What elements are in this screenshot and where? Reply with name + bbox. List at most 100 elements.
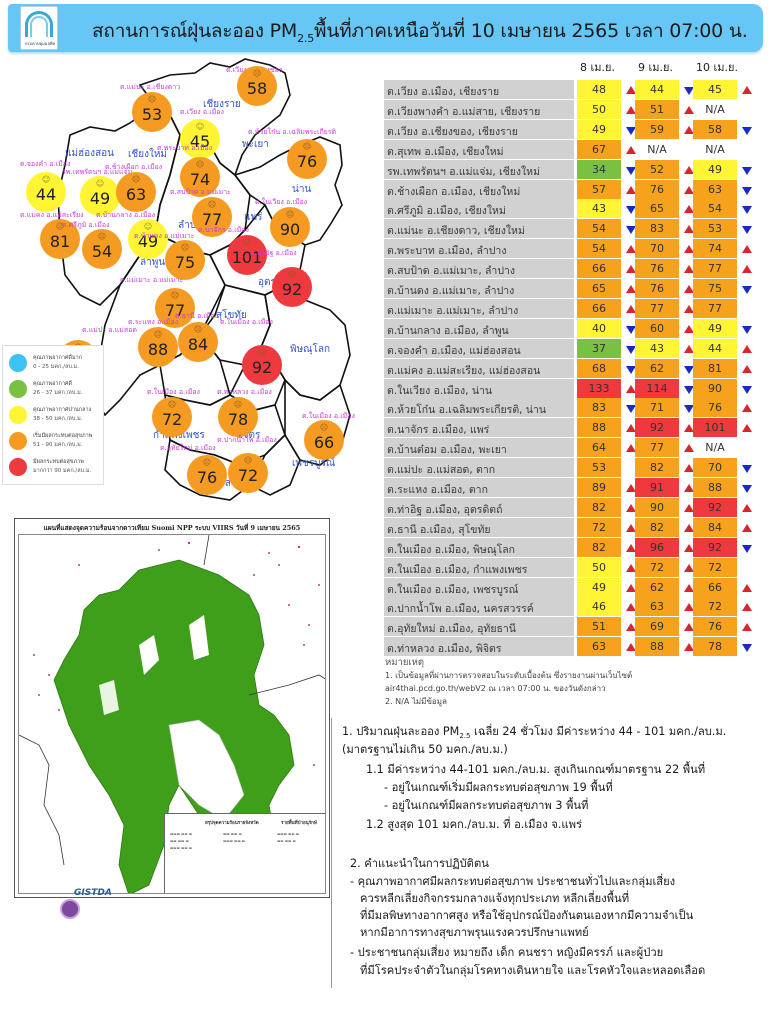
station-label: ต.พระบาท อ.เมือง xyxy=(157,144,213,152)
station-name: ต.สบป้าด อ.แม่เมาะ, ลำปาง xyxy=(384,259,574,279)
station-label: ต.ในเมือง อ.เมือง xyxy=(302,412,355,420)
summary-item-1-2: 1.2 สูงสุด 101 มคก./ลบ.ม. ที่ อ.เมือง จ.… xyxy=(366,818,583,831)
station-label: ต.ธานี อ.เมือง xyxy=(175,312,219,320)
pm25-value-cell: 40 xyxy=(577,318,621,338)
table-row: ต.พระบาท อ.เมือง, ลำปาง 54 70 74 xyxy=(384,239,754,259)
table-row: ต.ในเมือง อ.เมือง, เพชรบูรณ์ 49 62 66 xyxy=(384,577,754,598)
table-row: ต.แม่คง อ.แม่สะเรียง, แม่ฮ่องสอน 68 62 81 xyxy=(384,358,754,379)
legend-range: มากกว่า 90 มคก./ลบ.ม. xyxy=(33,468,92,474)
station-name: ต.ธานี อ.เมือง, สุโขทัย xyxy=(384,517,574,537)
pm25-value-cell: 88 xyxy=(577,418,621,438)
station-name: ต.ในเมือง อ.เมือง, เพชรบูรณ์ xyxy=(384,577,574,597)
trend-up-icon xyxy=(742,86,752,94)
table-row: ต.ห้วยโก๋น อ.เฉลิมพระเกียรติ, น่าน 83 71 76 xyxy=(384,398,754,418)
summary-block: 1. ปริมาณฝุ่นละออง PM2.5 เฉลี่ย 24 ชั่วโ… xyxy=(331,718,766,988)
pm25-value-cell: 63 xyxy=(635,597,679,617)
aqi-bubble: ☹ 78 xyxy=(218,397,258,437)
province-label: พิจิตร xyxy=(236,430,261,441)
station-label: ต.ห้วยโก๋น อ.เฉลิมพระเกียรติ xyxy=(248,128,337,136)
station-name: ต.จองคำ อ.เมือง, แม่ฮ่องสอน xyxy=(384,338,574,358)
trend-up-icon xyxy=(684,344,694,353)
pm25-value-cell: 69 xyxy=(635,617,679,637)
trend-up-icon xyxy=(626,105,636,114)
table-row: ต.จองคำ อ.เมือง, แม่ฮ่องสอน 37 43 44 xyxy=(384,338,754,359)
station-name: ต.เวียงพางคำ อ.แม่สาย, เชียงราย xyxy=(384,99,574,119)
pm25-value-cell: 82 xyxy=(635,517,679,537)
trend-down-icon xyxy=(742,385,752,394)
aqi-bubble: ☹ 76 xyxy=(187,455,227,495)
trend-up-icon xyxy=(684,105,694,114)
pm25-value-cell: 48 xyxy=(577,80,621,99)
forest-cover-map xyxy=(19,535,325,893)
province-label: เพชรบูรณ์ xyxy=(292,458,336,469)
trend-up-icon xyxy=(684,165,694,174)
note-line: 1. เป็นข้อมูลที่ผ่านการตรวจสอบในระดับเบื… xyxy=(385,671,633,680)
pm25-value-cell: 50 xyxy=(577,557,621,577)
legend-range: 26 - 37 มคก./ลบ.ม. xyxy=(33,390,83,396)
trend-up-icon xyxy=(626,444,636,453)
pm25-value-cell: N/A xyxy=(705,441,725,455)
legend-title: คุณภาพอากาศดีมาก xyxy=(33,355,83,361)
note-line: air4thai.pcd.go.th/webV2 ณ เวลา 07:00 น.… xyxy=(385,684,606,693)
aqi-bubble: ☹ 92 xyxy=(242,345,282,385)
pm25-value-cell: 76 xyxy=(635,279,679,298)
summary-item-2: 2. คำแนะนำในการปฏิบัติตน xyxy=(350,857,489,870)
legend-title: เริ่มมีผลกระทบต่อสุขภาพ xyxy=(33,433,93,439)
station-name: ต.ท่าหลวง อ.เมือง, พิจิตร xyxy=(384,637,574,657)
province-label: เชียงราย xyxy=(203,99,241,110)
pm25-value-cell: 76 xyxy=(635,179,679,199)
station-name: ต.ท่าอิฐ อ.เมือง, อุตรดิตถ์ xyxy=(384,497,574,517)
trend-up-icon xyxy=(626,86,636,94)
logo-text: กรมควบคุมมลพิษ xyxy=(24,41,56,46)
legend-item-start-affect: เริ่มมีผลกระทบต่อสุขภาพ 51 - 90 มคก./ลบ.… xyxy=(9,430,105,454)
legend-dot-red xyxy=(9,458,27,476)
trend-up-icon xyxy=(626,384,636,393)
pm25-value-cell: 50 xyxy=(577,99,621,119)
pm25-value-cell: 92 xyxy=(693,497,737,517)
trend-up-icon xyxy=(626,543,636,552)
pm25-value-cell: 46 xyxy=(577,597,621,617)
table-row: ต.แม่ปะ อ.แม่สอด, ตาก 53 82 70 xyxy=(384,458,754,478)
pcd-logo: กรมควบคุมมลพิษ xyxy=(20,6,58,50)
pm25-value-cell: 78 xyxy=(693,637,737,657)
pm25-value-cell: 92 xyxy=(635,418,679,438)
pm25-value-cell: 76 xyxy=(635,259,679,279)
province-label: เชียงใหม่ xyxy=(128,149,168,160)
pm25-value-cell: 82 xyxy=(577,537,621,557)
legend-item-very-good: คุณภาพอากาศดีมาก 0 - 25 มคก./ลบ.ม. xyxy=(9,352,105,376)
trend-up-icon xyxy=(684,523,694,532)
col-header-8apr: 8 เม.ย. xyxy=(580,61,615,74)
pm25-value-cell: 90 xyxy=(693,378,737,398)
aqi-bubble: ☹ 76 xyxy=(287,139,327,179)
station-name: ต.ในเมือง อ.เมือง, พิษณุโลก xyxy=(384,537,574,557)
pm25-value-cell: 66 xyxy=(693,577,737,597)
station-name: ต.สุเทพ อ.เมือง, เชียงใหม่ xyxy=(384,139,574,159)
summary-item-1-1a: - อยู่ในเกณฑ์เริ่มมีผลกระทบต่อสุขภาพ 19 … xyxy=(384,781,613,794)
pm25-value-cell: 53 xyxy=(693,219,737,239)
table-row: ต.สบป้าด อ.แม่เมาะ, ลำปาง 66 76 77 xyxy=(384,259,754,279)
station-name: รพ.เทพรัตนฯ อ.แม่แจ่ม, เชียงใหม่ xyxy=(384,159,574,179)
trend-up-icon xyxy=(742,583,752,592)
pm25-value-cell: 65 xyxy=(635,199,679,219)
advice-line: หากมีอาการทางสุขภาพรุนแรงควรปรึกษาแพทย์ xyxy=(360,926,589,939)
province-label: พิษณุโลก xyxy=(290,344,331,355)
pm25-value-cell: 71 xyxy=(635,398,679,418)
legend-range: 0 - 25 มคก./ลบ.ม. xyxy=(33,364,79,370)
station-label: ต.ท่าหลวง อ.เมือง xyxy=(217,388,272,396)
trend-up-icon xyxy=(626,185,636,194)
station-label: ต.แม่ปะ อ.แม่สอด xyxy=(82,326,137,334)
trend-down-icon xyxy=(684,385,694,394)
province-label: สุโขทัย xyxy=(216,310,247,321)
trend-up-icon xyxy=(684,185,694,194)
table-row: ต.ท่าอิฐ อ.เมือง, อุตรดิตถ์ 82 90 92 xyxy=(384,497,754,518)
trend-down-icon xyxy=(626,206,636,215)
pm25-value-cell: 64 xyxy=(577,438,621,458)
pm25-value-cell: 77 xyxy=(693,259,737,279)
aqi-bubble: ☺ 44 xyxy=(26,172,66,212)
trend-down-icon xyxy=(626,166,636,175)
station-label: ต.สบป้าด อ.แม่เมาะ xyxy=(170,188,231,196)
trend-up-icon xyxy=(626,145,636,154)
trend-up-icon xyxy=(626,245,636,254)
table-row: รพ.เทพรัตนฯ อ.แม่แจ่ม, เชียงใหม่ 34 52 49 xyxy=(384,159,754,180)
summary-item-1-1: 1.1 มีค่าระหว่าง 44-101 มคก./ลบ.ม. สูงเก… xyxy=(366,763,706,776)
